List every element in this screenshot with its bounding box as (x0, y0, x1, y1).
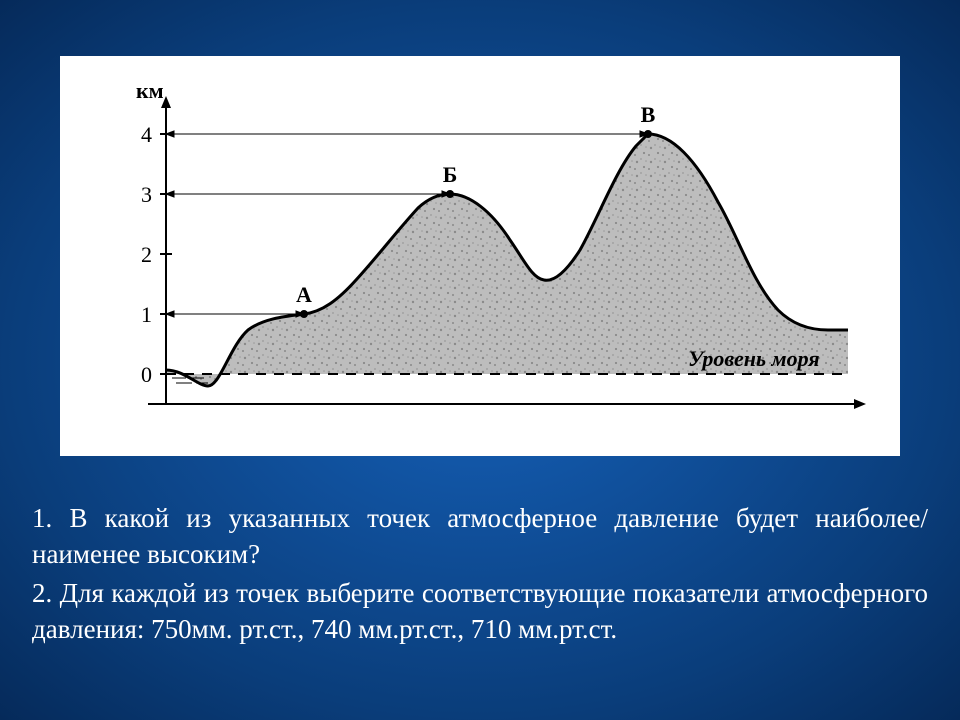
guide-line-b (166, 191, 450, 197)
point-b-label: Б (443, 162, 458, 187)
point-v-label: В (641, 102, 656, 127)
chart-container: 0 1 2 3 4 км А Б В Уровень моря (60, 56, 900, 456)
y-tick-0: 0 (141, 362, 152, 387)
point-a-dot (300, 310, 308, 318)
y-tick-2: 2 (141, 242, 152, 267)
questions-block: 1. В какой из указанных точек атмосферно… (32, 500, 928, 650)
altitude-chart: 0 1 2 3 4 км А Б В Уровень моря (88, 74, 872, 438)
y-tick-1: 1 (141, 302, 152, 327)
y-tick-3: 3 (141, 182, 152, 207)
y-tick-labels: 0 1 2 3 4 (141, 122, 152, 387)
x-axis-arrow (854, 399, 866, 409)
y-axis-label: км (136, 78, 164, 103)
sea-level-label: Уровень моря (688, 346, 820, 371)
point-a-label: А (296, 282, 312, 307)
point-b-dot (446, 190, 454, 198)
question-1: 1. В какой из указанных точек атмосферно… (32, 500, 928, 573)
question-2: 2. Для каждой из точек выберите соответс… (32, 575, 928, 648)
y-tick-4: 4 (141, 122, 152, 147)
point-v-dot (644, 130, 652, 138)
guide-line-v (166, 131, 648, 137)
